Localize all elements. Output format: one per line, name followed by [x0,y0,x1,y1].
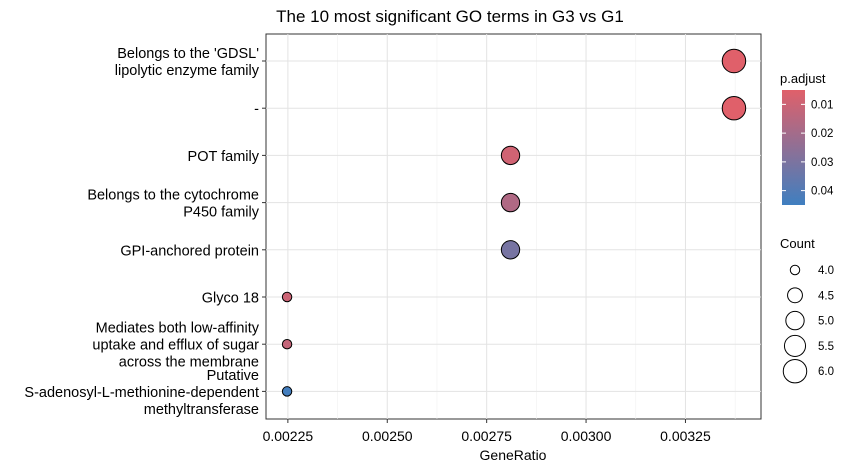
color-legend-label: 0.02 [811,128,833,140]
color-legend-ticks: 0.01 0.02 0.03 0.04 [782,99,834,198]
color-legend-title: p.adjust [780,71,826,86]
y-tick-label: Belongs to the cytochrome [87,188,259,204]
y-tick-label: across the membrane [119,355,259,371]
color-legend-bar [782,90,805,205]
data-point [281,338,293,350]
color-legend: p.adjust 0.01 0.02 0.03 0.04 [780,71,834,205]
data-point [281,386,293,397]
y-tick-label: P450 family [183,205,260,221]
y-tick-label: Putative [207,368,259,384]
data-point [500,145,521,166]
data-point [500,240,521,260]
size-legend-items: 4.0 4.5 5.0 5.5 6.0 [782,264,834,384]
y-tick-label: Glyco 18 [202,291,259,307]
y-tick-label: - [254,102,259,118]
color-legend-label: 0.04 [811,186,834,198]
size-legend-title: Count [780,236,815,251]
size-legend-label: 6.0 [818,366,834,378]
size-legend-label: 4.5 [818,290,834,302]
chart-title: The 10 most significant GO terms in G3 v… [276,7,624,26]
size-legend-circle [789,264,801,276]
y-tick-label: GPI-anchored protein [120,243,259,259]
x-tick-label: 0.00275 [461,428,512,444]
y-tick-label: Mediates both low-affinity [96,321,260,337]
y-tick-label: methyltransferase [144,402,259,418]
data-point [281,291,293,303]
data-point [721,48,747,74]
x-tick-label: 0.00325 [660,428,711,444]
size-legend-label: 4.0 [818,265,834,277]
size-legend-label: 5.0 [818,316,834,328]
plot-panel [265,33,762,420]
size-legend-label: 5.5 [818,341,834,353]
data-point [721,95,747,121]
y-tick-label: S-adenosyl-L-methionine-dependent [24,385,259,401]
size-legend: Count 4.0 4.5 5.0 5.5 6.0 [780,236,834,384]
x-axis-label: GeneRatio [480,447,547,463]
x-tick-label: 0.00250 [362,428,413,444]
size-legend-circle [787,287,803,304]
color-legend-label: 0.01 [811,99,833,111]
size-legend-circle [783,334,807,357]
y-tick-label: Belongs to the 'GDSL' [117,46,259,62]
data-point [500,192,521,213]
color-legend-label: 0.03 [811,157,833,169]
x-tick-label: 0.00300 [561,428,612,444]
y-tick-label: POT family [188,149,260,165]
y-axis-labels: Belongs to the 'GDSL'lipolytic enzyme fa… [24,46,266,418]
y-tick-label: lipolytic enzyme family [115,63,260,79]
data-points [281,48,747,397]
size-legend-circle [782,358,808,384]
y-tick-label: uptake and efflux of sugar [92,338,259,354]
x-axis-ticks: 0.00225 0.00250 0.00275 0.00300 0.00325 [263,419,711,444]
size-legend-circle [785,310,805,331]
x-tick-label: 0.00225 [263,428,314,444]
